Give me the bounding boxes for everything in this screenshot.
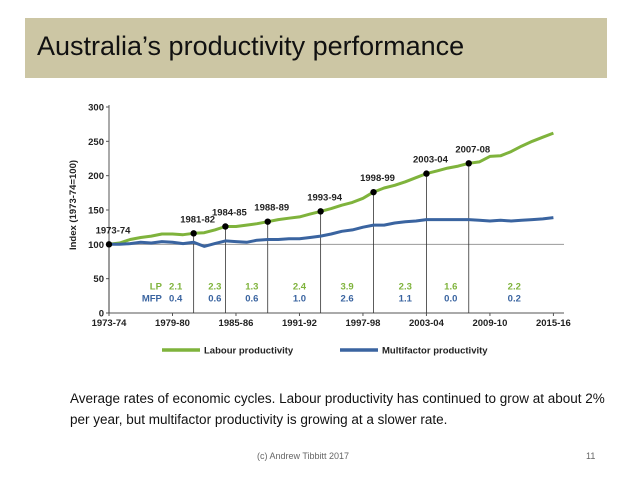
y-tick-label: 200	[88, 171, 104, 182]
cycle-peak-label: 1998-99	[360, 173, 395, 184]
mfp-rate-label: 1.1	[399, 293, 413, 304]
x-tick-label: 1985-86	[219, 318, 254, 329]
cycle-rates: LPMFP2.10.42.30.61.30.62.41.03.92.62.31.…	[142, 282, 521, 305]
mfp-rate-label: 0.4	[169, 293, 183, 304]
lp-rate-label: 2.1	[169, 282, 183, 293]
cycle-peak-marker	[222, 223, 229, 230]
cycle-peak-marker	[370, 188, 377, 196]
lp-rate-label: 2.4	[293, 282, 307, 293]
cycle-peak-lines	[108, 163, 470, 313]
x-tick-label: 1991-92	[282, 318, 317, 329]
y-axis-label: Index (1973-74=100)	[68, 160, 79, 250]
page-number: 11	[586, 451, 596, 461]
lp-rate-label: 2.3	[399, 282, 412, 293]
x-tick-label: 2009-10	[472, 318, 507, 329]
cycle-peak-label: 2003-04	[413, 155, 449, 166]
y-tick-label: 0	[99, 309, 104, 320]
x-tick-label: 2015-16	[536, 318, 571, 329]
footer-copyright: (c) Andrew Tibbitt 2017	[257, 451, 350, 461]
lp-rate-label: 1.6	[444, 282, 457, 293]
x-tick-label: 1997-98	[346, 318, 381, 329]
mfp-rate-label: 0.0	[444, 293, 457, 304]
y-tick-label: 50	[93, 274, 104, 285]
productivity-chart: 0 50 100 150 200 250 300 1973-74 1979-80 1985-86…	[68, 103, 571, 357]
cycle-peak-label: 1988-89	[254, 203, 289, 214]
x-axis: 1973-74 1979-80 1985-86 1991-92 1997-98 2003-…	[92, 312, 571, 329]
cycle-peak-marker	[423, 170, 430, 177]
title-bar: Australia’s productivity performance	[25, 18, 607, 78]
mfp-row-label: MFP	[142, 293, 163, 304]
lp-rate-label: 3.9	[340, 282, 353, 293]
slide-caption: Average rates of economic cycles. Labour…	[70, 391, 605, 427]
lp-rate-label: 1.3	[245, 282, 258, 293]
mfp-rate-label: 0.6	[245, 293, 258, 304]
slide-title: Australia’s productivity performance	[37, 31, 465, 61]
series-lines	[108, 131, 554, 248]
cycle-peak-marker	[465, 160, 472, 167]
cycle-peak-label: 1981-82	[180, 214, 215, 225]
y-axis: 0 50 100 150 200 250 300	[88, 103, 110, 320]
cycle-peak-marker	[264, 218, 271, 225]
mfp-rate-label: 2.6	[340, 293, 353, 304]
cycle-peak-label: 2007-08	[455, 144, 490, 155]
legend-label-mfp: Multifactor productivity	[382, 346, 488, 357]
cycle-peak-marker	[317, 208, 324, 215]
x-tick-label: 1973-74	[92, 318, 128, 329]
cycle-peak-label: 1984-85	[212, 207, 248, 218]
lp-row-label: LP	[150, 282, 163, 293]
lp-rate-label: 2.2	[508, 282, 521, 293]
y-tick-label: 250	[88, 137, 104, 148]
mfp-rate-label: 0.2	[508, 293, 521, 304]
series-line-multifactor-productivity	[109, 216, 554, 248]
lp-rate-label: 2.3	[208, 282, 221, 293]
y-tick-label: 150	[88, 206, 104, 217]
series-line-labour-productivity	[108, 131, 554, 246]
legend: Labour productivity Multifactor productiv…	[162, 346, 488, 357]
y-tick-label: 300	[88, 103, 104, 114]
cycle-peak-marker	[190, 230, 197, 237]
mfp-rate-label: 0.6	[208, 293, 221, 304]
cycle-peak-label: 1973-74	[96, 225, 132, 236]
legend-label-labour: Labour productivity	[204, 346, 294, 357]
x-tick-label: 1979-80	[155, 318, 190, 329]
cycle-peak-label: 1993-94	[307, 192, 343, 203]
y-tick-label: 100	[88, 240, 104, 251]
cycle-peak-marker	[105, 241, 113, 248]
x-tick-label: 2003-04	[409, 318, 445, 329]
mfp-rate-label: 1.0	[293, 293, 306, 304]
